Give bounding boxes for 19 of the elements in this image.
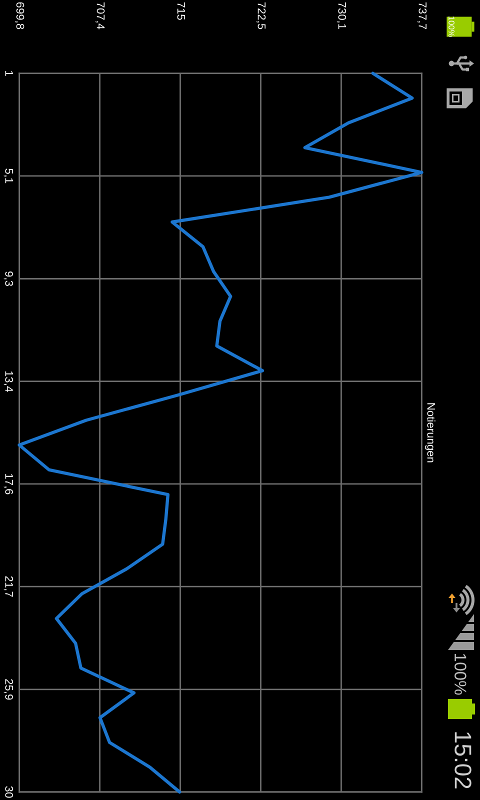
y-tick-label: 5,1 xyxy=(4,168,13,184)
x-tick-label: 730,1 xyxy=(336,2,346,30)
y-tick-label: 1 xyxy=(5,71,13,76)
text: 15:02 xyxy=(454,732,472,788)
y-tick-label: 25,9 xyxy=(4,679,14,700)
x-tick-label: 737,7 xyxy=(417,2,427,30)
y-tick-label: 21,7 xyxy=(4,576,14,597)
text: 100% xyxy=(454,654,466,695)
text: 100% xyxy=(448,16,454,37)
text: Notierungen xyxy=(425,403,436,462)
x-tick-label: 707,4 xyxy=(95,2,105,30)
y-tick-label: 9,3 xyxy=(4,272,14,286)
line-series xyxy=(18,72,424,794)
x-tick-label: 715 xyxy=(177,2,186,20)
y-tick-label: 13,4 xyxy=(4,371,14,392)
y-tick-label: 30 xyxy=(5,786,14,798)
y-tick-label: 17,6 xyxy=(4,474,14,494)
x-tick-label: 722,5 xyxy=(256,2,266,30)
x-tick-label: 699,8 xyxy=(15,2,24,30)
